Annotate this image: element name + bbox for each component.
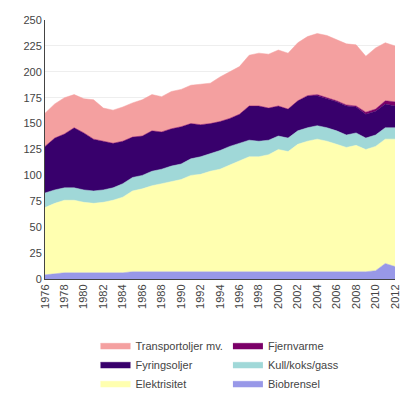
svg-text:Transportoljer mv.: Transportoljer mv. xyxy=(136,340,223,352)
svg-text:1992: 1992 xyxy=(194,284,206,308)
svg-text:1984: 1984 xyxy=(116,284,128,308)
svg-text:1982: 1982 xyxy=(97,284,109,308)
svg-text:2008: 2008 xyxy=(350,284,362,308)
svg-text:1978: 1978 xyxy=(58,284,70,308)
svg-text:Biobrensel: Biobrensel xyxy=(268,378,320,390)
svg-text:0: 0 xyxy=(36,273,42,285)
svg-text:1976: 1976 xyxy=(39,284,51,308)
svg-text:2012: 2012 xyxy=(389,284,401,308)
svg-text:1998: 1998 xyxy=(252,284,264,308)
svg-text:75: 75 xyxy=(30,195,42,207)
svg-text:Fjernvarme: Fjernvarme xyxy=(268,340,324,352)
svg-text:1990: 1990 xyxy=(175,284,187,308)
svg-text:225: 225 xyxy=(23,40,41,52)
svg-text:1988: 1988 xyxy=(155,284,167,308)
svg-text:1996: 1996 xyxy=(233,284,245,308)
svg-text:2006: 2006 xyxy=(330,284,342,308)
svg-text:100: 100 xyxy=(23,169,41,181)
svg-text:175: 175 xyxy=(23,92,41,104)
svg-text:1986: 1986 xyxy=(136,284,148,308)
svg-text:2010: 2010 xyxy=(369,284,381,308)
svg-text:Fyringsoljer: Fyringsoljer xyxy=(136,359,193,371)
svg-text:250: 250 xyxy=(23,14,41,26)
svg-text:200: 200 xyxy=(23,66,41,78)
svg-text:2002: 2002 xyxy=(291,284,303,308)
svg-text:2000: 2000 xyxy=(272,284,284,308)
svg-text:Elektrisitet: Elektrisitet xyxy=(136,378,187,390)
svg-text:Kull/koks/gass: Kull/koks/gass xyxy=(268,359,339,371)
svg-text:150: 150 xyxy=(23,117,41,129)
svg-text:50: 50 xyxy=(30,221,42,233)
svg-text:1980: 1980 xyxy=(77,284,89,308)
svg-text:25: 25 xyxy=(30,247,42,259)
svg-text:1994: 1994 xyxy=(214,284,226,308)
svg-text:125: 125 xyxy=(23,143,41,155)
svg-text:2004: 2004 xyxy=(311,284,323,308)
